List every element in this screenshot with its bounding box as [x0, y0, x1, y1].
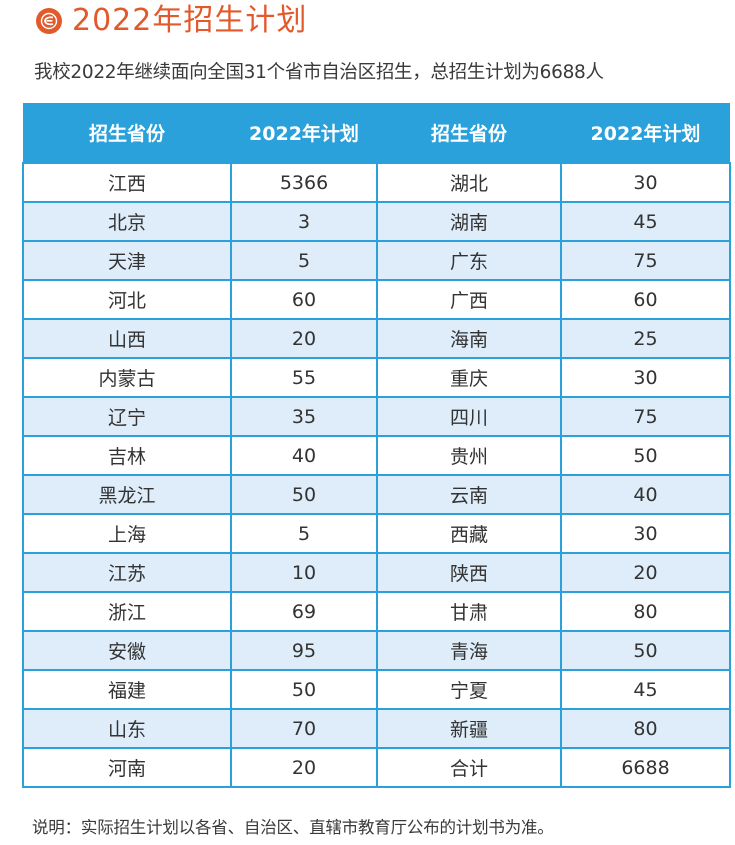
province-cell: 青海: [376, 630, 562, 671]
province-cell: 湖南: [376, 201, 562, 242]
plan-cell: 20: [230, 747, 378, 788]
plan-cell: 30: [560, 513, 731, 554]
plan-cell: 3: [230, 201, 378, 242]
province-cell: 新疆: [376, 708, 562, 749]
column-header-province-1: 招生省份: [23, 103, 231, 163]
province-cell: 浙江: [22, 591, 232, 632]
province-cell: 海南: [376, 318, 562, 359]
plan-cell: 70: [230, 708, 378, 749]
plan-cell: 80: [560, 708, 731, 749]
table-row: 天津 5 广东 75: [22, 240, 731, 281]
university-logo-icon: [36, 8, 62, 34]
province-cell: 合计: [376, 747, 562, 788]
province-cell: 福建: [22, 669, 232, 710]
table-row: 浙江 69 甘肃 80: [22, 591, 731, 632]
table-row: 北京 3 湖南 45: [22, 201, 731, 242]
column-header-province-2: 招生省份: [377, 103, 561, 163]
province-cell: 甘肃: [376, 591, 562, 632]
plan-cell: 75: [560, 396, 731, 437]
table-row: 江西 5366 湖北 30: [22, 162, 731, 203]
table-row: 河北 60 广西 60: [22, 279, 731, 320]
footnote: 说明：实际招生计划以各省、自治区、直辖市教育厅公布的计划书为准。: [32, 818, 554, 837]
province-cell: 陕西: [376, 552, 562, 593]
table-row: 江苏 10 陕西 20: [22, 552, 731, 593]
plan-cell: 5: [230, 513, 378, 554]
plan-cell: 50: [230, 474, 378, 515]
province-cell: 内蒙古: [22, 357, 232, 398]
table-row: 安徽 95 青海 50: [22, 630, 731, 671]
province-cell: 黑龙江: [22, 474, 232, 515]
province-cell: 河北: [22, 279, 232, 320]
province-cell: 云南: [376, 474, 562, 515]
province-cell: 河南: [22, 747, 232, 788]
plan-cell: 55: [230, 357, 378, 398]
province-cell: 四川: [376, 396, 562, 437]
plan-cell: 45: [560, 201, 731, 242]
plan-cell: 50: [560, 630, 731, 671]
table-header-row: 招生省份 2022年计划 招生省份 2022年计划: [23, 103, 730, 163]
plan-cell: 75: [560, 240, 731, 281]
plan-cell: 69: [230, 591, 378, 632]
province-cell: 西藏: [376, 513, 562, 554]
table-row: 河南 20 合计 6688: [22, 747, 731, 788]
plan-cell: 45: [560, 669, 731, 710]
province-cell: 江苏: [22, 552, 232, 593]
plan-cell: 60: [230, 279, 378, 320]
plan-cell: 10: [230, 552, 378, 593]
plan-cell: 20: [560, 552, 731, 593]
plan-cell: 25: [560, 318, 731, 359]
table-row: 上海 5 西藏 30: [22, 513, 731, 554]
plan-cell: 5: [230, 240, 378, 281]
province-cell: 山西: [22, 318, 232, 359]
province-cell: 广东: [376, 240, 562, 281]
province-cell: 宁夏: [376, 669, 562, 710]
page-subtitle: 我校2022年继续面向全国31个省市自治区招生，总招生计划为6688人: [34, 62, 604, 83]
page-title: 2022年招生计划: [72, 3, 308, 38]
plan-cell: 50: [230, 669, 378, 710]
plan-cell: 40: [230, 435, 378, 476]
province-cell: 天津: [22, 240, 232, 281]
plan-cell: 30: [560, 162, 731, 203]
plan-cell: 35: [230, 396, 378, 437]
table-row: 辽宁 35 四川 75: [22, 396, 731, 437]
plan-cell: 80: [560, 591, 731, 632]
table-row: 山东 70 新疆 80: [22, 708, 731, 749]
province-cell: 安徽: [22, 630, 232, 671]
page-header: 2022年招生计划: [36, 0, 307, 42]
province-cell: 吉林: [22, 435, 232, 476]
province-cell: 贵州: [376, 435, 562, 476]
table-row: 福建 50 宁夏 45: [22, 669, 731, 710]
province-cell: 山东: [22, 708, 232, 749]
column-header-plan-2: 2022年计划: [561, 103, 730, 163]
plan-cell: 6688: [560, 747, 731, 788]
plan-cell: 5366: [230, 162, 378, 203]
province-cell: 上海: [22, 513, 232, 554]
table-row: 黑龙江 50 云南 40: [22, 474, 731, 515]
plan-cell: 95: [230, 630, 378, 671]
table-row: 山西 20 海南 25: [22, 318, 731, 359]
plan-cell: 20: [230, 318, 378, 359]
table-row: 内蒙古 55 重庆 30: [22, 357, 731, 398]
province-cell: 辽宁: [22, 396, 232, 437]
province-cell: 湖北: [376, 162, 562, 203]
province-cell: 广西: [376, 279, 562, 320]
province-cell: 江西: [22, 162, 232, 203]
plan-cell: 60: [560, 279, 731, 320]
province-cell: 北京: [22, 201, 232, 242]
column-header-plan-1: 2022年计划: [231, 103, 377, 163]
plan-cell: 40: [560, 474, 731, 515]
plan-cell: 30: [560, 357, 731, 398]
enrollment-plan-table: 招生省份 2022年计划 招生省份 2022年计划 江西 5366 湖北 30 北京 3 湖…: [22, 103, 731, 788]
plan-cell: 50: [560, 435, 731, 476]
province-cell: 重庆: [376, 357, 562, 398]
table-row: 吉林 40 贵州 50: [22, 435, 731, 476]
